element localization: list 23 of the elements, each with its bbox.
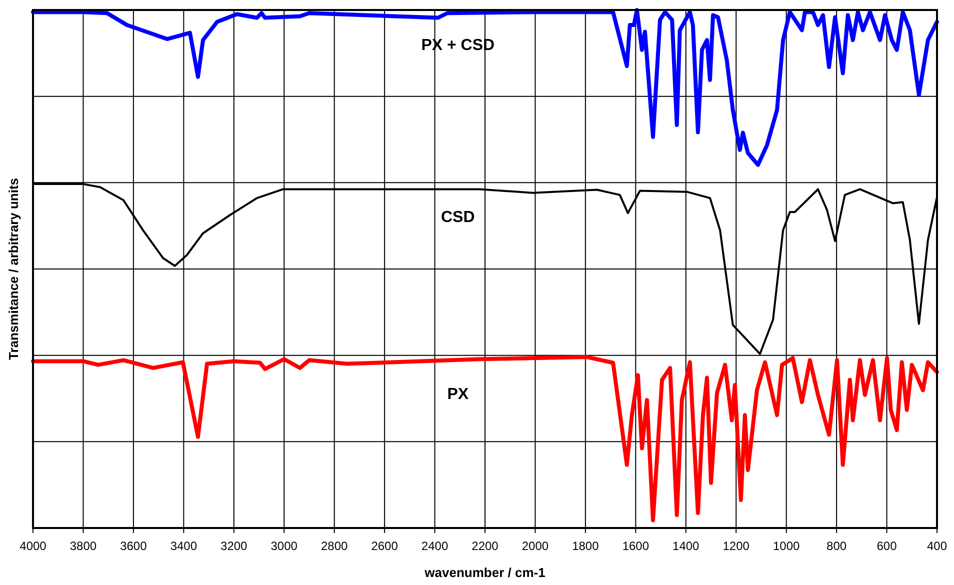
x-tick-label: 2600 — [371, 539, 398, 553]
x-tick-label: 600 — [876, 539, 898, 553]
x-tick-label: 1600 — [622, 539, 650, 553]
x-tick-label: 1000 — [772, 539, 800, 553]
x-tick-label: 2000 — [522, 539, 549, 553]
x-tick-label: 3000 — [270, 539, 298, 553]
y-axis-title: Transmitance / arbitrary units — [6, 178, 21, 360]
series-label: CSD — [440, 209, 475, 226]
x-tick-label: 2200 — [472, 539, 499, 553]
x-tick-label: 400 — [926, 539, 948, 553]
x-tick-label: 800 — [826, 539, 847, 553]
x-tick-label: 1800 — [572, 539, 600, 553]
x-tick-label: 2400 — [421, 539, 448, 553]
x-tick-label: 3600 — [120, 539, 148, 553]
x-tick-label: 3400 — [170, 539, 198, 553]
x-tick-label: 1400 — [672, 539, 700, 553]
x-tick-label: 1200 — [722, 539, 750, 553]
x-tick-label: 3800 — [70, 539, 97, 553]
x-axis-title: wavenumber / cm-1 — [424, 565, 546, 580]
x-tick-label: 4000 — [20, 539, 47, 553]
series-label: PX — [447, 386, 469, 404]
x-tick-label: 3200 — [220, 539, 248, 553]
x-tick-label: 2800 — [320, 539, 348, 553]
